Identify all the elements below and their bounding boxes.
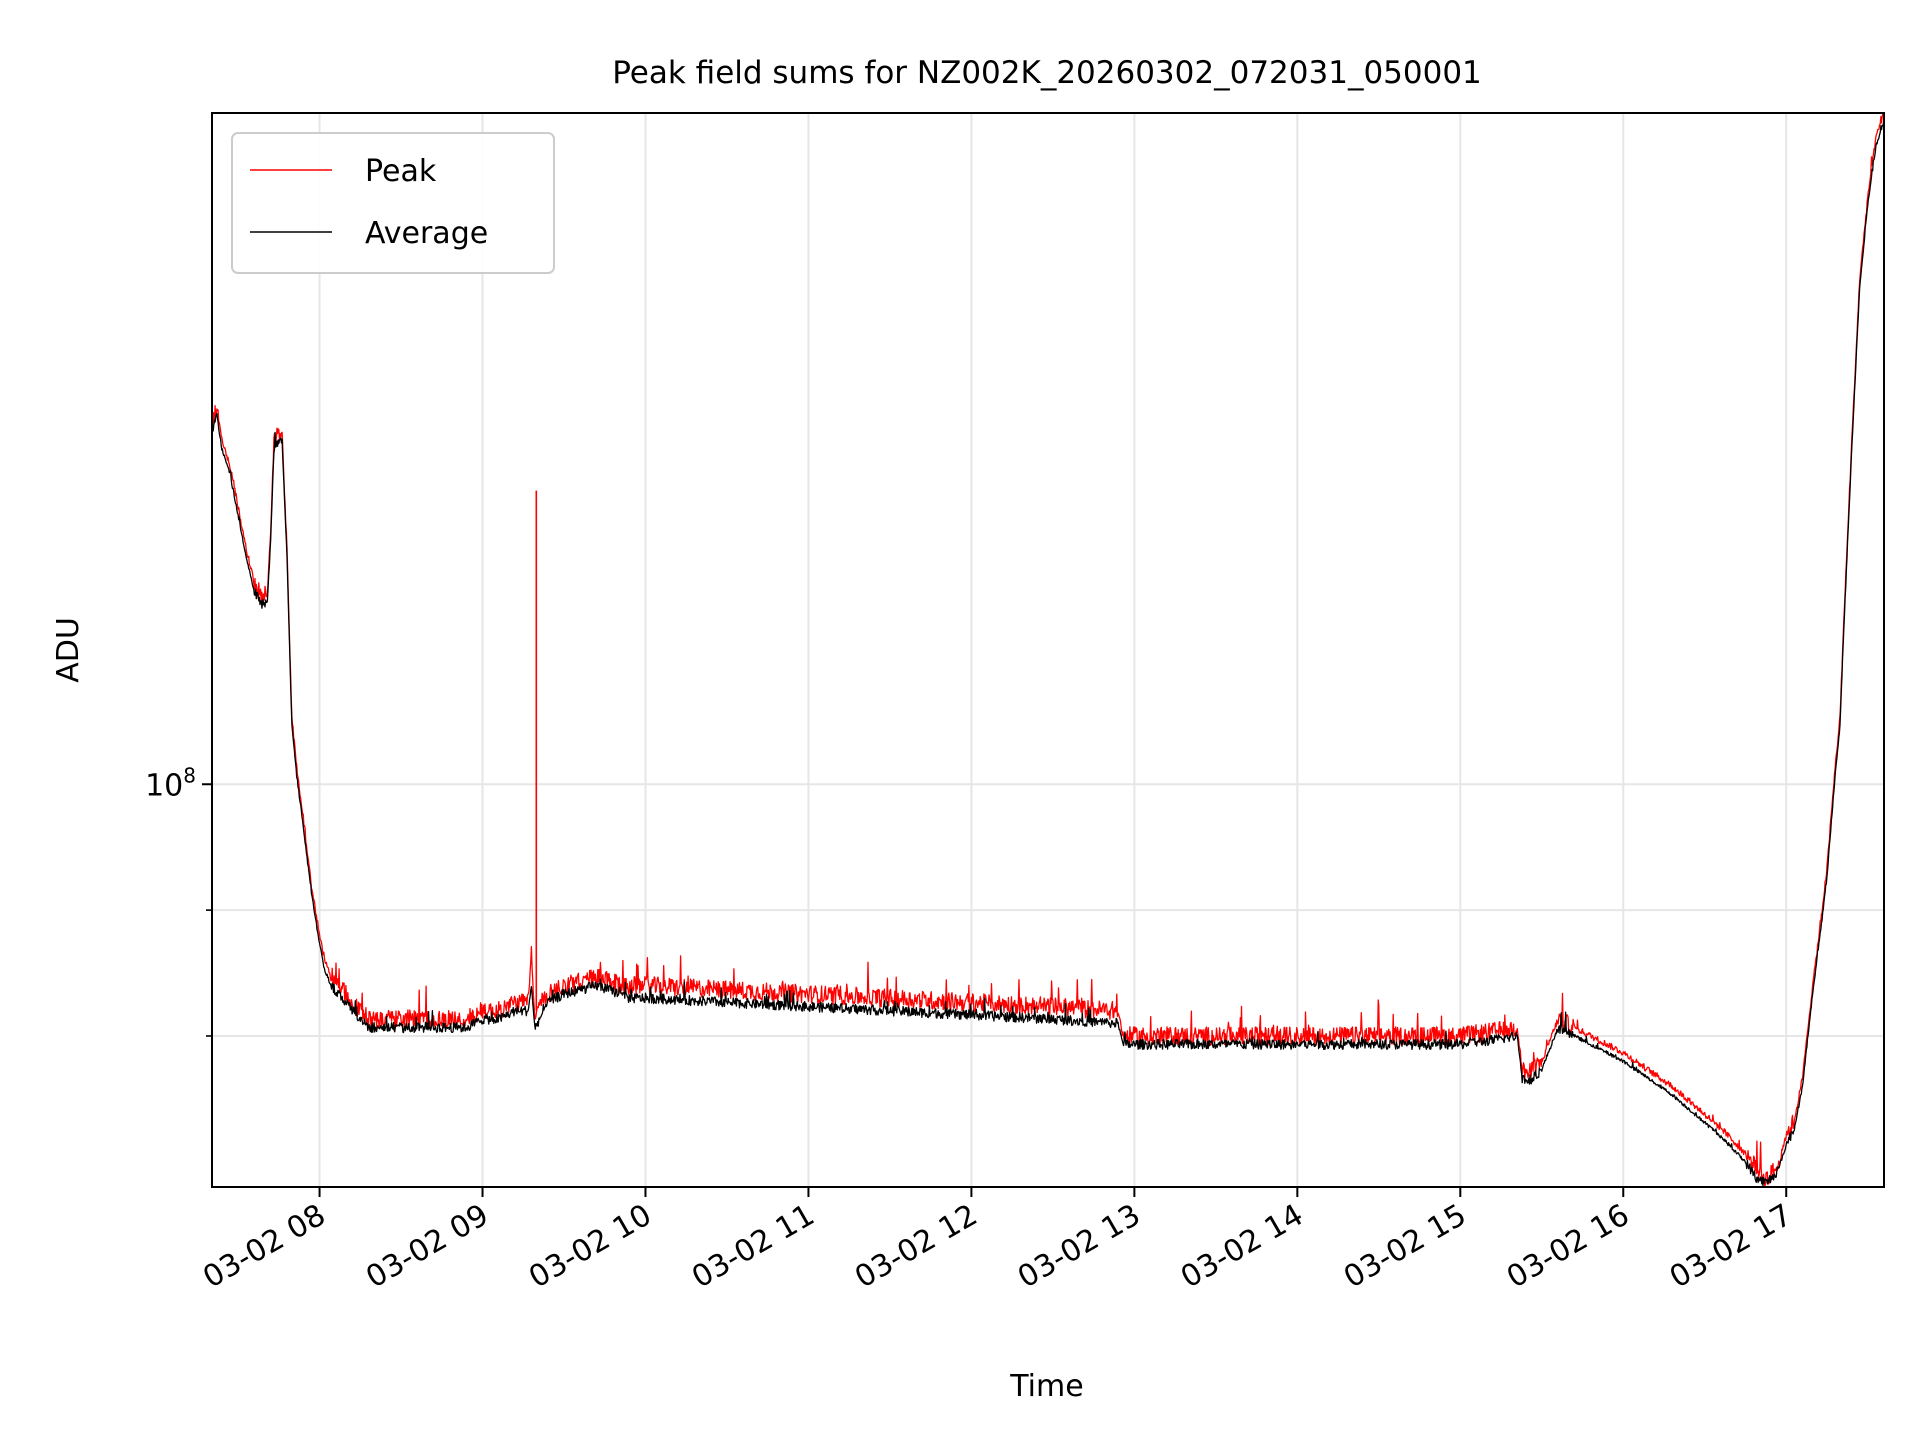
legend-box	[231, 132, 555, 274]
plot-frame	[211, 112, 1885, 1188]
legend: Peak Average	[231, 132, 555, 274]
average-series-line	[211, 121, 1885, 1187]
y-tick-label-exp: 8	[183, 763, 196, 787]
y-axis-ticks: 108	[145, 763, 212, 1037]
y-tick-label: 108	[145, 763, 196, 803]
chart-title: Peak field sums for NZ002K_20260302_0720…	[612, 55, 1482, 91]
x-axis-label: Time	[1009, 1369, 1083, 1404]
legend-label-peak: Peak	[365, 154, 437, 189]
series-layer	[211, 112, 1885, 1187]
legend-label-average: Average	[365, 216, 488, 251]
peak-series-line	[211, 112, 1885, 1187]
y-axis-label: ADU	[51, 617, 86, 683]
grid-lines	[212, 113, 1884, 1187]
y-tick-label-base: 10	[145, 768, 183, 803]
